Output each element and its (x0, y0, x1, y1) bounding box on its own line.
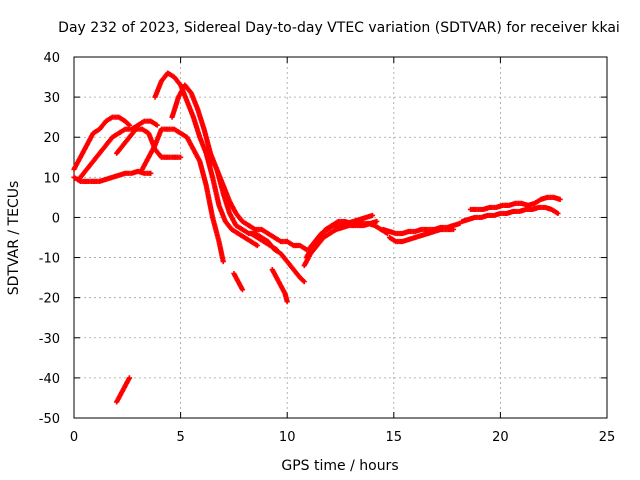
y-tick-label: 10 (43, 171, 60, 186)
series-track-p (386, 226, 457, 245)
series-track-a (71, 114, 133, 172)
axis-ticks (73, 56, 608, 419)
data-point (450, 226, 457, 233)
series-track-r (467, 194, 563, 213)
series-track-s (114, 375, 133, 405)
series-track-i (231, 271, 246, 293)
x-tick-label: 0 (70, 430, 78, 445)
x-tick-labels: 0 5 10 15 20 25 (70, 430, 615, 445)
data-point (301, 279, 307, 285)
data-point (154, 122, 160, 128)
grid-lines (74, 57, 607, 418)
data-point (220, 258, 226, 265)
x-axis-title: GPS time / hours (281, 458, 398, 474)
x-tick-label: 20 (492, 430, 509, 445)
y-tick-label: 30 (43, 91, 60, 106)
y-tick-label: -50 (39, 412, 60, 427)
data-point (284, 299, 290, 305)
x-tick-label: 10 (279, 430, 296, 445)
series-track-n (305, 212, 376, 253)
series-track-j (269, 266, 290, 305)
y-tick-label: -10 (39, 252, 60, 267)
data-point (555, 210, 561, 217)
series-track-q (459, 204, 561, 225)
data-point (273, 246, 280, 253)
series-track-e (139, 126, 226, 265)
x-tick-label: 25 (599, 430, 616, 445)
series-track-b (71, 168, 154, 184)
x-tick-label: 15 (386, 430, 403, 445)
series-track-h (207, 154, 309, 253)
chart-title: Day 232 of 2023, Sidereal Day-to-day VTE… (58, 20, 620, 36)
y-tick-label: -20 (39, 292, 60, 307)
data-marks (71, 70, 563, 405)
y-tick-label: 20 (43, 131, 60, 146)
data-point (557, 196, 563, 202)
data-point (374, 218, 380, 225)
x-tick-label: 5 (176, 430, 184, 445)
data-point (148, 170, 154, 176)
y-axis-title: SDTVAR / TECUs (6, 181, 22, 296)
plot-frame (73, 56, 608, 419)
y-tick-label: -30 (39, 332, 60, 347)
y-tick-label: -40 (39, 372, 60, 387)
y-tick-labels: -50 -40 -30 -20 -10 0 10 20 30 40 (39, 51, 60, 427)
data-point (254, 242, 260, 249)
data-point (369, 212, 376, 219)
data-point (126, 375, 133, 381)
y-tick-label: 0 (52, 211, 60, 226)
series-track-f (152, 70, 260, 249)
y-tick-label: 40 (43, 51, 60, 66)
data-point (239, 287, 246, 293)
data-point (178, 154, 184, 160)
series-track-k (248, 230, 280, 253)
